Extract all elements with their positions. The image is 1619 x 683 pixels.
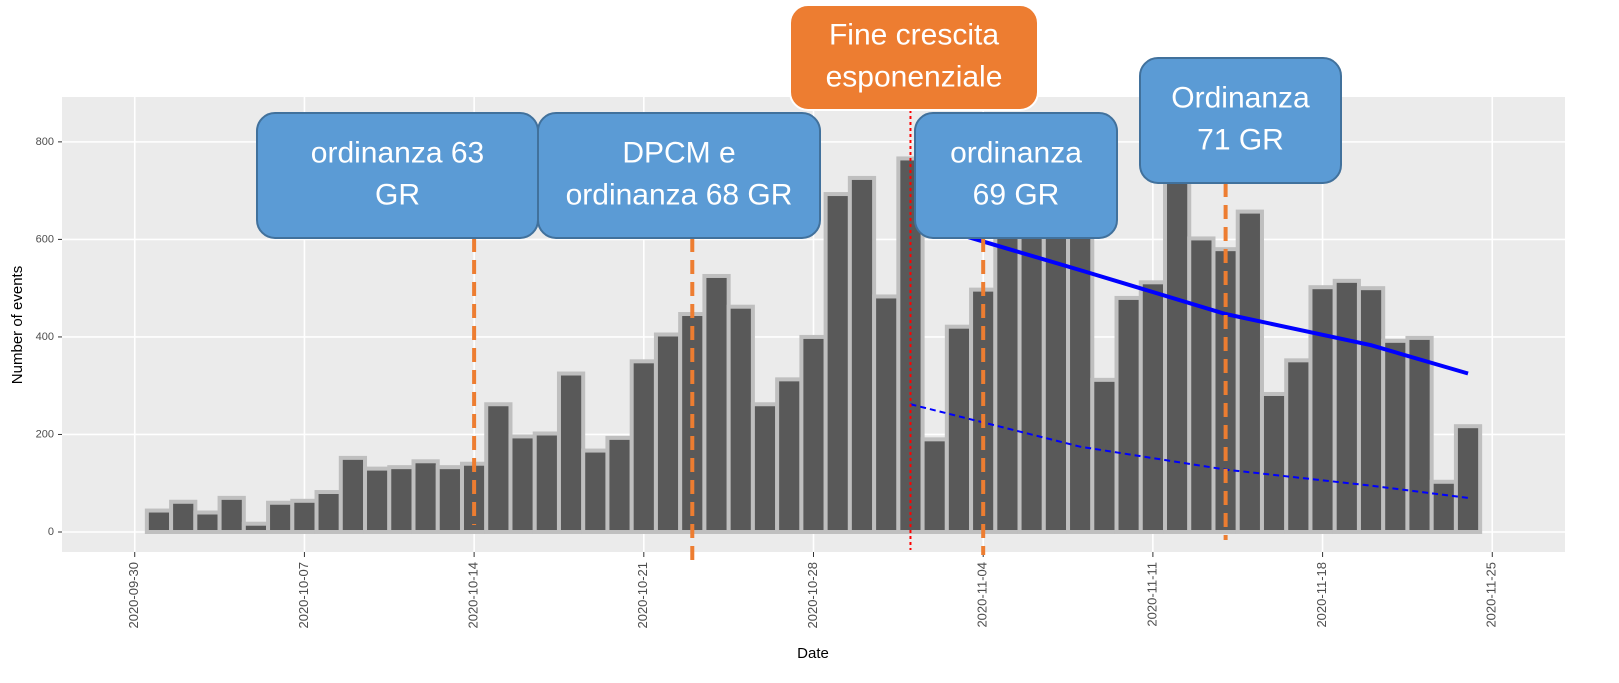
bar — [581, 448, 610, 535]
annotation-box — [537, 112, 821, 239]
annotation-box — [789, 4, 1039, 111]
bar — [411, 459, 440, 535]
bar — [241, 521, 271, 535]
annotation-text: GR — [375, 178, 420, 211]
annotation-text: Ordinanza — [1171, 81, 1310, 114]
fit-line — [934, 225, 1469, 376]
bar — [775, 377, 804, 535]
bar — [1308, 285, 1337, 535]
bar — [266, 500, 295, 535]
bar — [532, 431, 561, 535]
bar — [459, 461, 489, 535]
bar — [314, 490, 343, 535]
bar — [144, 508, 174, 535]
x-tick-label: 2020-10-14 — [466, 562, 481, 629]
bar — [629, 359, 658, 535]
annotation-box — [1139, 57, 1342, 184]
bar — [799, 334, 828, 535]
bar — [1138, 280, 1168, 535]
bar — [1163, 169, 1192, 535]
bar — [1187, 236, 1216, 535]
bar — [435, 465, 464, 535]
bar — [1356, 286, 1386, 535]
y-axis-label: Number of events — [9, 266, 26, 384]
bar — [1259, 391, 1289, 535]
bar — [338, 455, 368, 535]
annotation-text: Fine crescita — [829, 18, 999, 51]
bar — [653, 332, 683, 535]
x-tick-label: 2020-10-07 — [296, 562, 311, 629]
x-tick-label: 2020-11-11 — [1144, 562, 1159, 627]
bar — [556, 371, 586, 535]
x-tick-label: 2020-10-21 — [635, 562, 650, 629]
bar — [750, 402, 780, 535]
bar — [1453, 424, 1483, 535]
bar — [993, 213, 1022, 535]
bar — [1381, 338, 1410, 535]
bar — [1284, 358, 1313, 535]
bar — [484, 402, 513, 535]
bar — [1114, 295, 1143, 535]
bar — [1090, 377, 1119, 535]
x-tick-label: 2020-11-18 — [1314, 562, 1329, 628]
bar — [1405, 335, 1434, 535]
bar — [823, 192, 852, 535]
bar — [387, 465, 416, 535]
bar — [193, 510, 222, 535]
bar — [920, 437, 949, 535]
x-tick-label: 2020-09-30 — [126, 562, 141, 629]
bar — [1429, 479, 1458, 535]
bar — [1017, 217, 1046, 535]
x-axis-label: Date — [797, 645, 829, 662]
bar — [605, 435, 634, 535]
x-tick-label: 2020-10-28 — [805, 562, 820, 629]
annotation-text: 69 GR — [973, 178, 1060, 211]
bar — [363, 466, 392, 535]
bar — [217, 495, 246, 535]
annotation-box — [256, 112, 539, 239]
bar — [969, 287, 998, 535]
bar — [1332, 278, 1361, 535]
bar — [726, 304, 755, 535]
y-tick-label: 0 — [48, 526, 54, 538]
y-tick-label: 600 — [36, 233, 54, 245]
y-tick-label: 400 — [36, 331, 54, 343]
y-tick-label: 200 — [36, 428, 54, 440]
annotation-text: 71 GR — [1197, 123, 1284, 156]
bar — [847, 175, 877, 535]
bar — [872, 294, 901, 535]
annotation-text: DPCM e — [622, 136, 735, 169]
bar — [169, 499, 198, 535]
bar — [290, 498, 319, 535]
x-tick-label: 2020-11-25 — [1484, 562, 1499, 628]
bar — [508, 434, 537, 535]
annotation-text: ordinanza 68 GR — [566, 178, 793, 211]
bar — [702, 273, 731, 535]
annotation-text: ordinanza — [950, 136, 1082, 169]
bar — [944, 324, 974, 535]
annotation-box — [914, 112, 1118, 239]
y-tick-label: 800 — [36, 136, 54, 148]
annotation-text: esponenziale — [826, 60, 1003, 93]
annotation-text: ordinanza 63 — [311, 136, 484, 169]
x-tick-label: 2020-11-04 — [975, 562, 990, 628]
bar — [1235, 209, 1264, 535]
